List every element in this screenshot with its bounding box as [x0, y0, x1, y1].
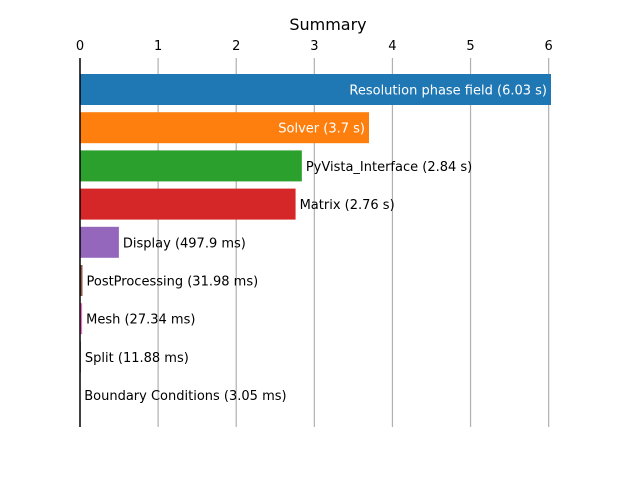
x-tick-label: 6: [545, 39, 553, 54]
x-tick-label: 5: [466, 39, 474, 54]
x-tick-label: 2: [232, 39, 240, 54]
bar-matrix: [80, 188, 296, 220]
x-tick-label: 0: [76, 39, 84, 54]
bar-label: PyVista_Interface (2.84 s): [306, 160, 472, 175]
x-axis-ticks: 0 1 2 3 4 5 6: [76, 39, 553, 54]
bar-pyvista-interface: [80, 150, 302, 182]
bar-mesh: [80, 303, 83, 335]
x-tick-label: 1: [154, 39, 162, 54]
bar-solver: [80, 112, 370, 144]
bar-label: Resolution phase field (6.03 s): [349, 84, 547, 99]
bar-label: Mesh (27.34 ms): [86, 313, 195, 328]
bar-label: Boundary Conditions (3.05 ms): [84, 389, 286, 404]
bar-postprocessing: [80, 265, 83, 296]
x-tick-label: 4: [388, 39, 396, 54]
bar-label: Solver (3.7 s): [278, 122, 365, 137]
chart-title: Summary: [289, 15, 366, 34]
bar-display: [80, 226, 119, 258]
bar-resolution-phase-field: [80, 74, 551, 105]
x-tick-label: 3: [310, 39, 318, 54]
bar-label: Split (11.88 ms): [85, 351, 189, 366]
bars: Resolution phase field (6.03 s) Solver (3…: [80, 74, 551, 411]
bar-label: Display (497.9 ms): [123, 236, 246, 251]
bar-label: Matrix (2.76 s): [300, 198, 395, 213]
bar-label: PostProcessing (31.98 ms): [86, 275, 258, 290]
